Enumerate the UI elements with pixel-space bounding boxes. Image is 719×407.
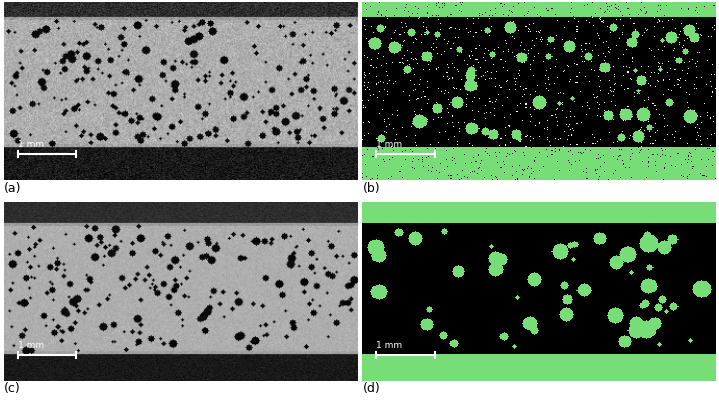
Text: 1 mm: 1 mm [18, 140, 44, 149]
Text: (b): (b) [362, 182, 380, 195]
Text: 1 mm: 1 mm [18, 341, 44, 350]
Text: 1 mm: 1 mm [377, 140, 403, 149]
Text: (a): (a) [4, 182, 21, 195]
Text: 1 mm: 1 mm [377, 341, 403, 350]
Text: (d): (d) [362, 382, 380, 395]
Text: (c): (c) [4, 382, 20, 395]
